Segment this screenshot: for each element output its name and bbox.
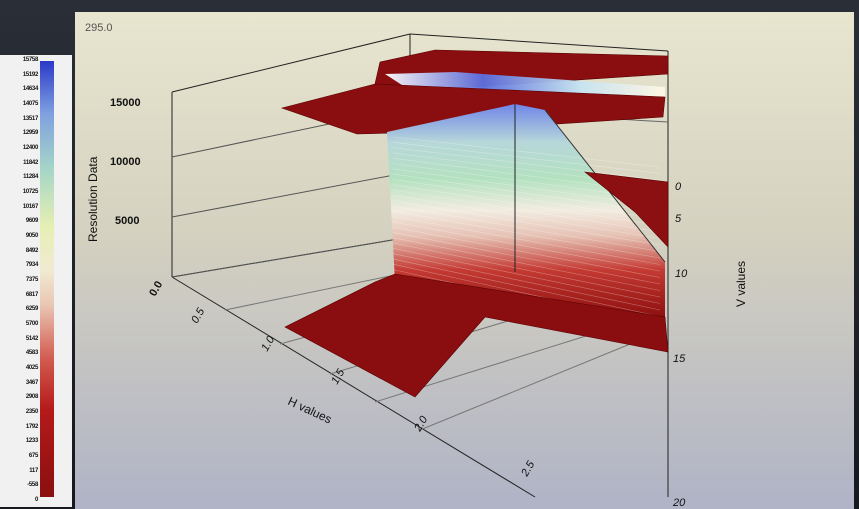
legend-tick-label: 10167: [22, 203, 38, 210]
legend-tick-label: 14075: [22, 101, 38, 107]
legend-tick-label: 4583: [25, 350, 38, 357]
legend-tick-label: 8492: [25, 247, 38, 254]
y-tick-label: 20: [672, 497, 686, 509]
wall-contour-line: [392, 173, 661, 213]
legend-tick-label: 7375: [25, 277, 38, 283]
surface-peak-stripe: [385, 72, 665, 97]
legend-tick-label: 4025: [25, 365, 38, 371]
legend-background: [0, 55, 72, 507]
legend-tick-label: 9609: [25, 218, 38, 225]
z-axis-title: Resolution Data: [86, 156, 100, 242]
z-tick-label: 5000: [115, 215, 139, 227]
legend-tick-label: 675: [28, 453, 38, 459]
legend-tick-label: 2350: [25, 409, 38, 415]
legend-tick-label: 10725: [22, 189, 38, 195]
wall-contour-line: [392, 136, 661, 168]
legend-tick-label: 6259: [25, 306, 38, 313]
wall-contour-line: [392, 242, 661, 298]
x-tick-label: 0.5: [189, 305, 207, 325]
legend-tick-label: 12400: [22, 145, 38, 151]
y-tick-label: 15: [673, 353, 686, 365]
legend-tick-label: 0: [34, 497, 38, 503]
legend-tick-label: 12959: [22, 130, 38, 137]
legend-colorbar: [40, 61, 54, 497]
wall-contour-line: [392, 200, 661, 246]
top-value-label: 295.0: [85, 22, 113, 34]
wall-contour-line: [392, 189, 661, 233]
legend-tick-label: 117: [29, 467, 38, 474]
legend-tick-label: 11842: [23, 159, 38, 166]
z-tick-label: 15000: [110, 97, 141, 109]
legend-tick-label: 13517: [22, 115, 38, 122]
legend-tick-label: -558: [27, 482, 38, 489]
y-axis-title: V values: [734, 261, 748, 307]
wall-contour-line: [392, 205, 661, 252]
y-axis-ticks: 0 5 10 15 20: [672, 181, 688, 509]
wall-contour-line: [392, 147, 661, 181]
legend-tick-label: 9050: [25, 233, 38, 239]
surface-right-plateau: [583, 171, 669, 248]
y-tick-label: 10: [675, 268, 688, 280]
x-tick-label: 2.0: [412, 413, 431, 434]
legend-tick-label: 15192: [22, 71, 38, 78]
x-tick-label: 1.0: [259, 333, 277, 353]
wall-contour-line: [392, 237, 661, 291]
legend-tick-label: 7934: [25, 262, 38, 269]
legend-tick-label: 5700: [25, 321, 38, 327]
wall-contour-line: [392, 179, 661, 220]
legend-tick-label: 2908: [25, 394, 38, 401]
wall-contour-line: [392, 195, 661, 239]
window-title: [300, 0, 560, 8]
surface-slope-wall: [387, 104, 665, 317]
surface-bottom-plateau: [284, 273, 669, 398]
wall-contour-line: [392, 142, 661, 174]
legend-tick-label: 14634: [22, 86, 38, 93]
legend-tick-label: 1792: [25, 423, 38, 430]
wall-contour-line: [392, 221, 661, 272]
x-axis-title: H values: [286, 394, 334, 426]
color-legend: 15758 15192 14634 14075 13517 12959 12400 11842…: [0, 55, 72, 507]
legend-tick-label: 3467: [25, 379, 38, 386]
legend-tick-label: 6817: [25, 291, 38, 298]
legend-tick-label: 11284: [23, 174, 38, 181]
wall-contour-line: [392, 232, 661, 285]
x-tick-label: 2.5: [519, 458, 538, 479]
wall-contour-line: [392, 210, 661, 259]
y-tick-label: 5: [675, 213, 682, 225]
legend-tick-label: 1233: [25, 438, 38, 445]
wall-contour-line: [392, 216, 661, 265]
legend-tick-label: 15758: [22, 57, 38, 63]
wall-contour-line: [392, 184, 661, 226]
legend-tick-label: 5142: [25, 335, 38, 342]
z-axis-ticks: 0.0 5000 10000 15000: [110, 97, 165, 299]
wall-contour-line: [392, 248, 661, 304]
y-tick-label: 0: [675, 181, 682, 193]
wall-contour-line: [392, 226, 661, 278]
wall-contour-line: [392, 253, 661, 311]
surface-top-left-plateau: [280, 83, 666, 135]
z-tick-label: 0.0: [147, 279, 165, 298]
z-tick-label: 10000: [110, 156, 141, 168]
wall-contour-line: [392, 258, 661, 317]
